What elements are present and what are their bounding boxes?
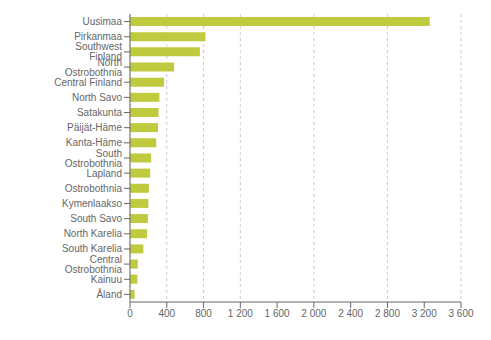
svg-text:1 200: 1 200	[228, 308, 253, 319]
svg-text:Kymenlaakso: Kymenlaakso	[62, 198, 122, 209]
svg-text:2 000: 2 000	[301, 308, 326, 319]
svg-text:1 600: 1 600	[265, 308, 290, 319]
svg-text:3 600: 3 600	[448, 308, 473, 319]
svg-text:2 800: 2 800	[375, 308, 400, 319]
svg-text:Päijät-Häme: Päijät-Häme	[67, 122, 122, 133]
svg-text:3 200: 3 200	[412, 308, 437, 319]
svg-text:SouthOstrobothnia: SouthOstrobothnia	[65, 148, 123, 169]
svg-text:Ostrobothnia: Ostrobothnia	[65, 183, 123, 194]
svg-text:NorthOstrobothnia: NorthOstrobothnia	[65, 57, 123, 78]
svg-text:Uusimaa: Uusimaa	[83, 16, 123, 27]
svg-text:2 400: 2 400	[338, 308, 363, 319]
svg-text:Lapland: Lapland	[86, 168, 122, 179]
svg-text:North Savo: North Savo	[72, 92, 122, 103]
svg-text:Satakunta: Satakunta	[77, 107, 122, 118]
svg-text:0: 0	[127, 308, 133, 319]
svg-text:North Karelia: North Karelia	[64, 228, 123, 239]
svg-text:CentralOstrobothnia: CentralOstrobothnia	[65, 254, 123, 275]
svg-text:South Savo: South Savo	[70, 213, 122, 224]
svg-text:800: 800	[195, 308, 212, 319]
svg-text:Central Finland: Central Finland	[54, 77, 122, 88]
svg-text:400: 400	[158, 308, 175, 319]
svg-text:Åland: Åland	[96, 288, 122, 300]
svg-text:Kainuu: Kainuu	[91, 274, 122, 285]
